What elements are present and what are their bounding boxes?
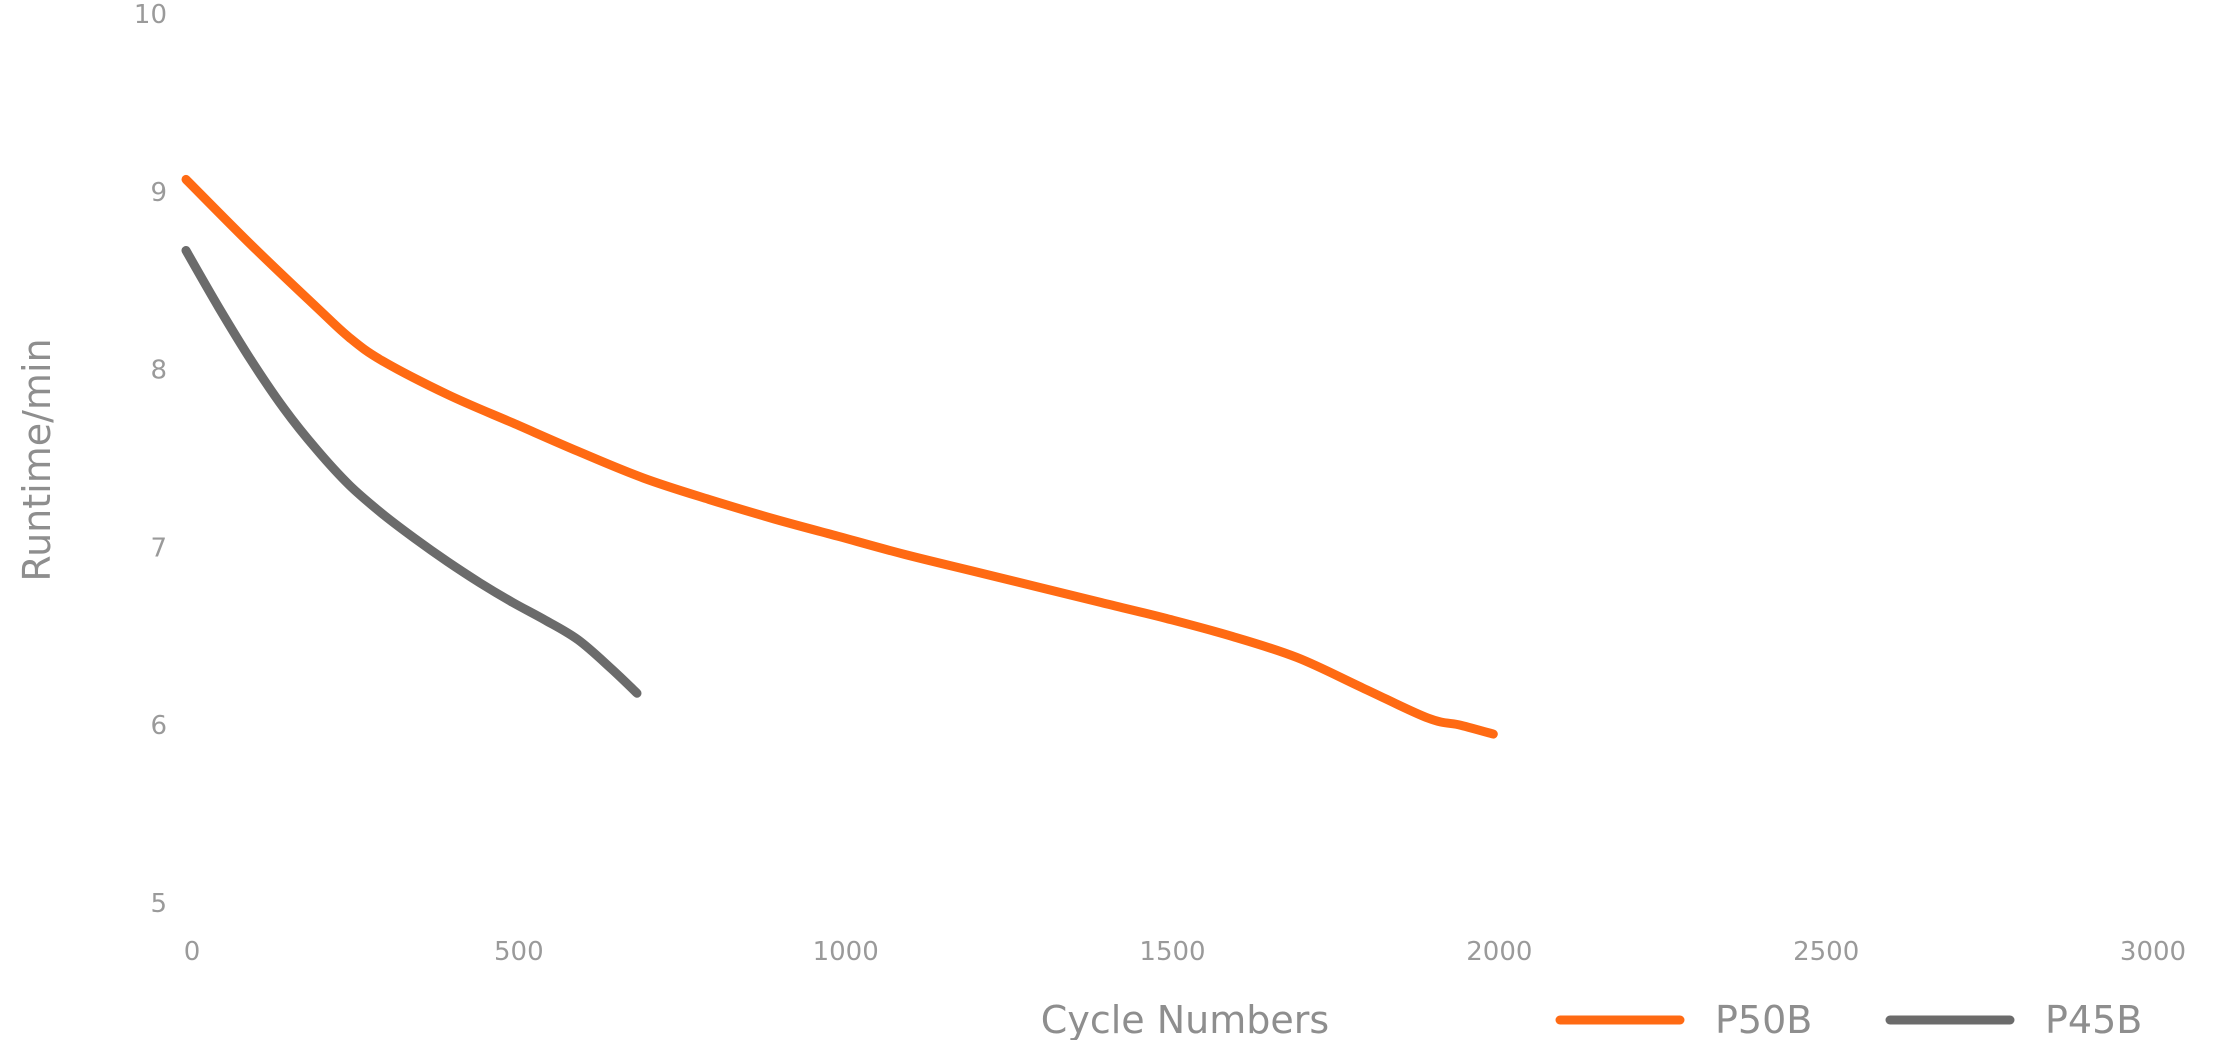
legend-item-p50b: P50B: [1555, 998, 1812, 1040]
x-tick-label: 1000: [813, 937, 879, 967]
series-line-p50b: [181, 174, 1498, 739]
x-tick-label: 2000: [1466, 937, 1532, 967]
y-tick-label: 8: [150, 356, 167, 386]
y-axis-ticks: 5 6 7 8 9 10: [134, 0, 167, 919]
legend-item-p45b: P45B: [1885, 998, 2142, 1040]
x-tick-label: 0: [184, 937, 201, 967]
x-axis-title: Cycle Numbers: [1041, 998, 1329, 1040]
y-tick-label: 10: [134, 0, 167, 30]
y-tick-label: 7: [150, 533, 167, 563]
legend: P50B P45B: [1555, 998, 2142, 1040]
x-tick-label: 2500: [1793, 937, 1859, 967]
legend-label: P50B: [1715, 998, 1812, 1040]
y-tick-label: 9: [150, 178, 167, 208]
y-axis-title: Runtime/min: [15, 338, 59, 581]
x-axis-ticks: 0 500 1000 1500 2000 2500 3000: [184, 937, 2186, 967]
x-tick-label: 3000: [2120, 937, 2186, 967]
series-line-p45b: [181, 246, 642, 698]
x-tick-label: 1500: [1139, 937, 1205, 967]
x-tick-label: 500: [494, 937, 544, 967]
y-tick-label: 6: [150, 711, 167, 741]
y-tick-label: 5: [150, 889, 167, 919]
series-lines: [181, 174, 1498, 739]
legend-label: P45B: [2045, 998, 2142, 1040]
